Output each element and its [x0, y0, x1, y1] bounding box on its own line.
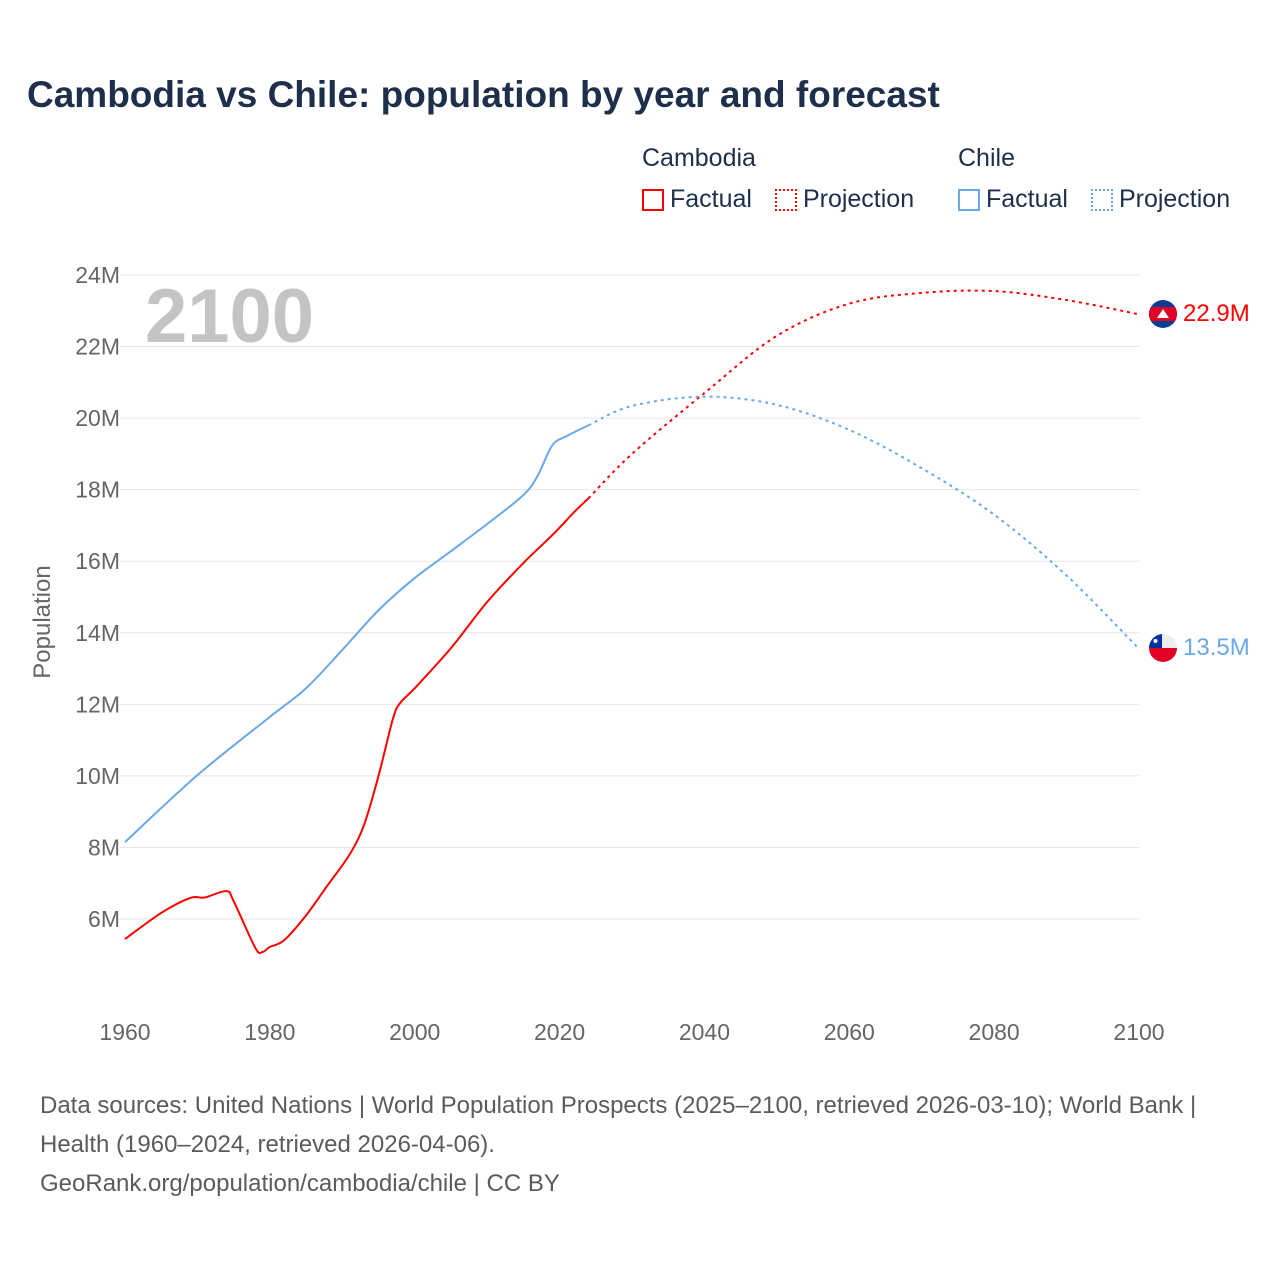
- x-tick-label: 2060: [824, 1019, 875, 1045]
- x-tick-label: 1980: [244, 1019, 295, 1045]
- cambodia-end-label: 22.9M: [1183, 300, 1250, 327]
- cambodia-projection-line: [587, 289, 1140, 499]
- dotted-swatch-icon: [1090, 188, 1113, 211]
- legend-cambodia: Cambodia Factual Projection: [642, 144, 930, 218]
- y-tick-label: 6M: [88, 906, 120, 932]
- chile-end-label: 13.5M: [1183, 634, 1250, 661]
- x-tick-label: 2000: [389, 1019, 440, 1045]
- solid-swatch-icon: [958, 188, 980, 211]
- y-tick-label: 12M: [75, 691, 120, 717]
- y-tick-label: 10M: [75, 763, 120, 789]
- legend-chile-factual[interactable]: Factual: [958, 185, 1068, 214]
- y-tick-label: 22M: [75, 334, 120, 360]
- x-tick-label: 2020: [534, 1019, 585, 1045]
- legend-label: Projection: [1118, 185, 1231, 213]
- x-tick-label: 2080: [969, 1019, 1020, 1045]
- y-tick-label: 14M: [75, 620, 120, 646]
- x-tick-label: 2100: [1113, 1019, 1164, 1045]
- chile-factual-line: [124, 424, 589, 843]
- x-tick-label: 1960: [99, 1019, 150, 1045]
- source-text: Data sources: United Nations | World Pop…: [40, 1092, 1197, 1158]
- solid-swatch-icon: [642, 188, 664, 211]
- legend-group-name: Chile: [958, 144, 1015, 172]
- chile-projection-line: [588, 395, 1140, 650]
- legend-group-name: Cambodia: [642, 144, 756, 172]
- y-tick-label: 8M: [88, 834, 120, 860]
- cambodia-flag-icon: [1149, 300, 1177, 328]
- legend-chile-projection[interactable]: Projection: [1090, 185, 1231, 214]
- y-tick-label: 16M: [75, 548, 120, 574]
- source-link[interactable]: GeoRank.org/population/cambodia/chile | …: [40, 1170, 560, 1197]
- y-tick-label: 24M: [75, 262, 120, 288]
- legend-label: Factual: [670, 185, 752, 213]
- legend-cambodia-factual[interactable]: Factual: [642, 185, 752, 214]
- legend-cambodia-projection[interactable]: Projection: [774, 185, 915, 214]
- legend-chile: Chile Factual Projection: [958, 144, 1246, 218]
- legend-label: Projection: [802, 185, 915, 213]
- cambodia-factual-line: [124, 497, 590, 955]
- legend-label: Factual: [986, 185, 1068, 213]
- year-watermark: 2100: [145, 274, 314, 359]
- chile-flag-icon: [1149, 634, 1177, 662]
- x-tick-label: 2040: [679, 1019, 730, 1045]
- y-tick-label: 20M: [75, 405, 120, 431]
- y-tick-label: 18M: [75, 477, 120, 503]
- source-note: Data sources: United Nations | World Pop…: [40, 1086, 1240, 1203]
- chart-title: Cambodia vs Chile: population by year an…: [27, 74, 940, 115]
- y-axis-label: Population: [29, 565, 56, 678]
- dotted-swatch-icon: [774, 188, 797, 211]
